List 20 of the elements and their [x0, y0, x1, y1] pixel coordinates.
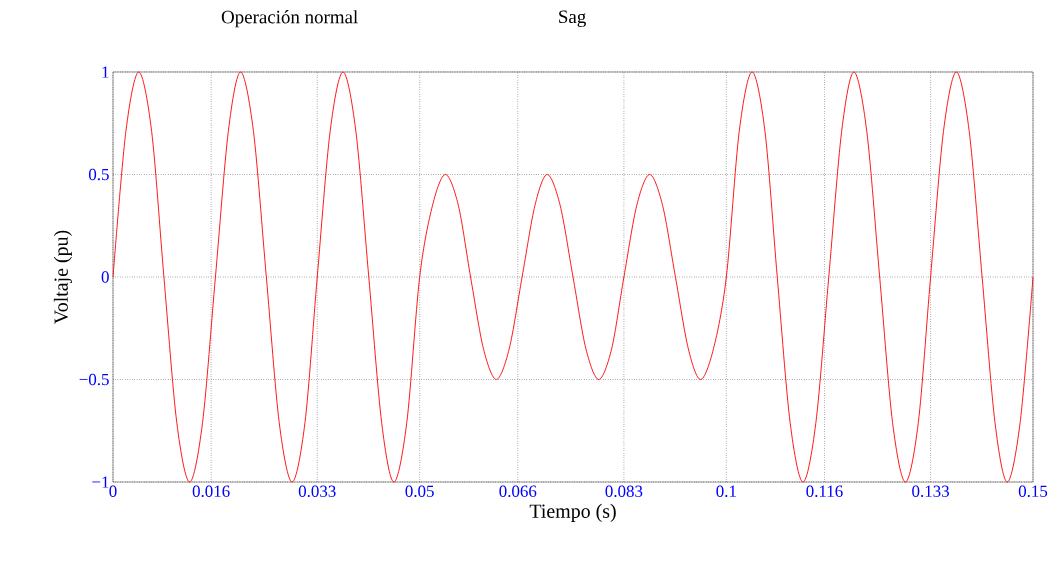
x-tick-label: 0.15 — [1018, 485, 1048, 498]
x-tick-label: 0.116 — [806, 485, 843, 498]
x-tick-label: 0.1 — [716, 485, 736, 498]
y-axis-title: Voltaje (pu) — [53, 230, 72, 324]
y-tick-label: −0.5 — [79, 373, 109, 386]
x-tick-label: 0.133 — [912, 485, 949, 498]
y-tick-label: 0.5 — [88, 168, 109, 181]
y-tick-label: 0 — [101, 271, 109, 283]
x-tick-label: 0.033 — [298, 485, 336, 498]
x-tick-label: 0.083 — [605, 485, 643, 498]
x-tick-label: 0.016 — [192, 485, 230, 498]
x-tick-label: 0.05 — [405, 485, 434, 498]
line-series — [112, 71, 1034, 483]
x-axis-title: Tiempo (s) — [529, 503, 616, 522]
y-tick-label: 1 — [102, 66, 109, 78]
y-tick-label: −1 — [92, 476, 109, 488]
text: Operación normal — [221, 10, 358, 28]
text: Sag — [559, 10, 586, 27]
x-tick-label: 0 — [109, 485, 117, 497]
x-tick-label: 0.066 — [499, 485, 537, 498]
